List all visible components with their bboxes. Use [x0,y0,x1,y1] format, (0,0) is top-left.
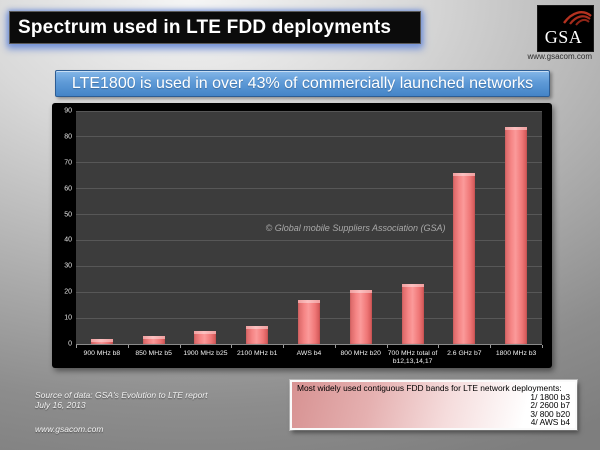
bar [298,300,320,344]
signal-arcs-icon [563,11,592,26]
gridline [76,265,542,267]
x-axis-tick [283,345,285,348]
x-axis-category-label: 1900 MHz b25 [183,350,228,357]
x-axis-tick [490,345,492,348]
page-title: Spectrum used in LTE FDD deployments [9,11,421,44]
bar [453,173,476,344]
watermark: © Global mobile Suppliers Association (G… [265,223,446,233]
plot-area: © Global mobile Suppliers Association (G… [76,110,542,345]
y-axis-tick-label: 10 [64,314,72,322]
bar-top-highlight [90,339,113,342]
bar-top-highlight [349,290,372,293]
y-axis-tick-label: 80 [64,133,72,141]
x-axis-category-label: AWS b4 [296,350,322,357]
source-text: Source of data: GSA's Evolution to LTE r… [35,390,208,410]
x-axis-category-label: 1800 MHz b3 [495,350,537,357]
bar-top-highlight [453,173,476,176]
gridline [76,162,542,164]
gridline [76,239,542,241]
x-axis-category-label: 900 MHz b8 [83,350,121,357]
subtitle-banner: LTE1800 is used in over 43% of commercia… [55,70,550,97]
x-axis-tick [386,345,388,348]
bar-top-highlight [246,326,269,329]
y-axis-tick-label: 40 [64,236,72,244]
x-axis-tick [542,345,543,348]
info-box: Most widely used contiguous FDD bands fo… [290,380,577,430]
y-axis-tick-label: 20 [64,288,72,296]
x-axis-category-label: 2.6 GHz b7 [447,350,482,357]
x-axis-category-label: 2100 MHz b1 [236,350,278,357]
x-axis-tick [179,345,181,348]
gridline [76,136,542,138]
bar [349,290,372,344]
bar [505,127,528,344]
chart-panel: © Global mobile Suppliers Association (G… [52,103,552,368]
bar [142,336,165,344]
x-axis-tick [127,345,129,348]
gridline [76,110,542,112]
bar-top-highlight [298,300,320,303]
x-axis-category-label: 800 MHz b20 [340,350,381,357]
y-axis-tick-label: 30 [64,262,72,270]
gridline [76,291,542,293]
y-axis-tick-label: 60 [64,185,72,193]
info-box-item: 3/ 800 b20 [530,408,570,419]
y-axis-tick-label: 0 [68,340,72,348]
bar-top-highlight [505,127,528,130]
info-box-heading: Most widely used contiguous FDD bands fo… [297,383,562,393]
y-axis-tick-label: 90 [64,107,72,115]
source-url: www.gsacom.com [35,424,104,434]
source-line2: July 16, 2013 [35,400,86,410]
bar [194,331,217,344]
x-axis-category-label: 850 MHz b5 [135,350,172,357]
bar-top-highlight [401,284,424,287]
y-axis-tick-label: 70 [64,159,72,167]
logo-url: www.gsacom.com [527,52,592,61]
info-box-item: 2/ 2600 b7 [530,400,570,411]
bar [401,284,424,344]
bar-top-highlight [142,336,165,339]
y-axis-tick-label: 50 [64,211,72,219]
gridline [76,188,542,190]
logo-text: GSA [544,27,583,47]
source-line1: Source of data: GSA's Evolution to LTE r… [35,390,208,400]
gsa-logo: GSA [537,5,594,52]
bar [90,339,113,344]
bar-top-highlight [194,331,217,334]
x-axis-tick [231,345,233,348]
x-axis-tick [438,345,440,348]
x-axis-tick [334,345,336,348]
info-box-item: 4/ AWS b4 [530,417,570,428]
bar [246,326,269,344]
x-axis-category-label: 700 MHz total of b12,13,14,17 [387,350,438,365]
info-box-item: 1/ 1800 b3 [530,391,570,402]
x-axis-tick [76,345,77,348]
gridline [76,214,542,216]
